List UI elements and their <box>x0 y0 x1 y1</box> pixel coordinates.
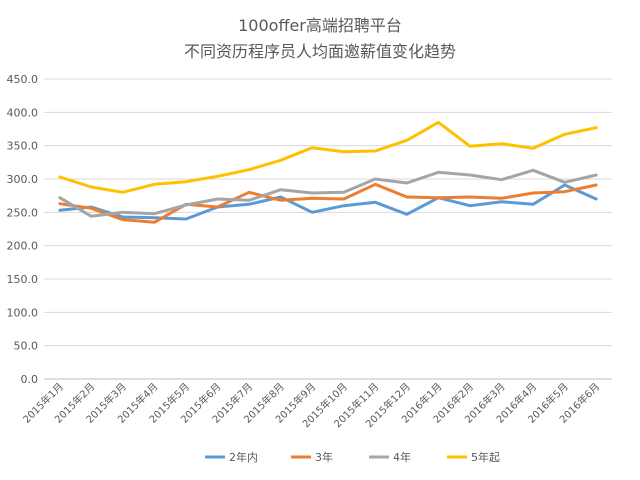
legend-label-0: 2年内 <box>229 450 258 464</box>
legend-label-3: 5年起 <box>471 450 500 464</box>
chart-title: 100offer高端招聘平台 <box>238 16 402 35</box>
y-tick-label: 350.0 <box>7 140 39 153</box>
series-line-0 <box>58 183 598 221</box>
chart-subtitle: 不同资历程序员人均面邀薪值变化趋势 <box>183 42 456 61</box>
legend-label-1: 3年 <box>315 450 333 464</box>
series-line-3 <box>58 120 598 194</box>
y-tick-label: 300.0 <box>7 173 39 186</box>
y-tick-label: 450.0 <box>7 73 39 86</box>
y-tick-label: 50.0 <box>14 340 39 353</box>
series-line-2 <box>58 168 598 218</box>
series-line-1 <box>58 182 598 224</box>
y-tick-label: 0.0 <box>21 373 39 386</box>
legend-label-2: 4年 <box>393 450 411 464</box>
y-tick-label: 100.0 <box>7 306 39 319</box>
y-tick-label: 150.0 <box>7 273 39 286</box>
y-tick-label: 200.0 <box>7 240 39 253</box>
y-tick-label: 400.0 <box>7 106 39 119</box>
y-tick-label: 250.0 <box>7 206 39 219</box>
